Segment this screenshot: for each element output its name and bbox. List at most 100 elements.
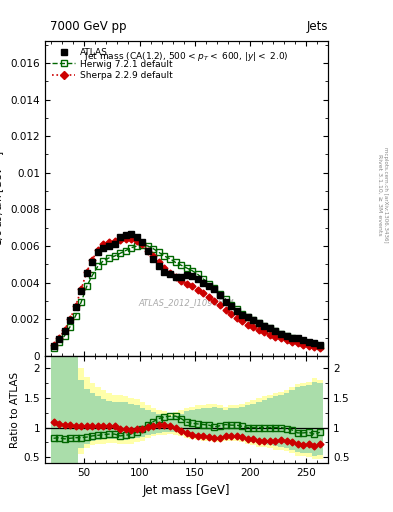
- Bar: [300, 383, 306, 456]
- Herwig 7.2.1 default: [156, 249, 161, 255]
- Bar: [134, 406, 140, 438]
- Herwig 7.2.1 default: [129, 245, 134, 251]
- ATLAS: [312, 340, 317, 346]
- Bar: [167, 413, 173, 434]
- Text: 7000 GeV pp: 7000 GeV pp: [50, 20, 127, 33]
- Sherpa 2.2.9 default: [123, 236, 128, 242]
- Sherpa 2.2.9 default: [129, 236, 134, 242]
- Herwig 7.2.1 default: [262, 323, 267, 329]
- Sherpa 2.2.9 default: [168, 269, 173, 275]
- Herwig 7.2.1 default: [290, 335, 294, 342]
- Herwig 7.2.1 default: [279, 331, 283, 337]
- Bar: [223, 407, 228, 441]
- ATLAS: [51, 343, 56, 349]
- Sherpa 2.2.9 default: [84, 269, 89, 275]
- Line: Sherpa 2.2.9 default: Sherpa 2.2.9 default: [51, 236, 322, 350]
- Sherpa 2.2.9 default: [156, 260, 161, 266]
- ATLAS: [140, 239, 145, 245]
- Bar: [51, 356, 56, 463]
- Sherpa 2.2.9 default: [57, 335, 61, 342]
- Sherpa 2.2.9 default: [134, 238, 139, 244]
- Sherpa 2.2.9 default: [190, 283, 195, 289]
- Herwig 7.2.1 default: [206, 281, 211, 287]
- Herwig 7.2.1 default: [179, 262, 184, 268]
- Bar: [84, 389, 90, 443]
- ATLAS: [57, 336, 61, 343]
- Bar: [62, 356, 67, 463]
- Sherpa 2.2.9 default: [290, 339, 294, 345]
- Herwig 7.2.1 default: [73, 312, 78, 318]
- Sherpa 2.2.9 default: [112, 239, 117, 245]
- Bar: [306, 381, 312, 457]
- Line: Herwig 7.2.1 default: Herwig 7.2.1 default: [51, 242, 323, 350]
- Text: ATLAS_2012_I1094564: ATLAS_2012_I1094564: [139, 298, 235, 307]
- Sherpa 2.2.9 default: [301, 342, 305, 348]
- Bar: [184, 408, 189, 438]
- Bar: [262, 396, 267, 447]
- Herwig 7.2.1 default: [134, 243, 139, 249]
- ATLAS: [212, 286, 217, 292]
- ATLAS: [68, 317, 73, 323]
- Bar: [56, 356, 62, 463]
- ATLAS: [123, 232, 128, 238]
- Text: mcplots.cern.ch [arXiv:1306.3436]: mcplots.cern.ch [arXiv:1306.3436]: [383, 147, 387, 242]
- Herwig 7.2.1 default: [312, 342, 317, 348]
- Bar: [317, 380, 323, 459]
- Bar: [95, 396, 101, 440]
- Bar: [245, 406, 250, 441]
- Bar: [206, 408, 212, 438]
- ATLAS: [284, 333, 289, 339]
- Herwig 7.2.1 default: [145, 243, 150, 249]
- Herwig 7.2.1 default: [123, 247, 128, 253]
- ATLAS: [162, 269, 167, 275]
- Herwig 7.2.1 default: [251, 317, 255, 323]
- Bar: [67, 356, 73, 463]
- Bar: [134, 399, 140, 442]
- Herwig 7.2.1 default: [51, 345, 56, 351]
- Herwig 7.2.1 default: [284, 333, 289, 339]
- ATLAS: [190, 273, 195, 279]
- Bar: [295, 384, 300, 456]
- ATLAS: [134, 234, 139, 240]
- Bar: [118, 402, 123, 440]
- Bar: [112, 402, 118, 439]
- Sherpa 2.2.9 default: [229, 311, 233, 317]
- Bar: [278, 395, 284, 446]
- Bar: [234, 408, 239, 438]
- ATLAS: [184, 272, 189, 279]
- ATLAS: [79, 288, 84, 294]
- Bar: [195, 409, 200, 437]
- Bar: [267, 398, 273, 445]
- Herwig 7.2.1 default: [212, 285, 217, 291]
- Herwig 7.2.1 default: [62, 333, 67, 339]
- ATLAS: [273, 328, 278, 334]
- Bar: [90, 383, 95, 445]
- ATLAS: [201, 280, 206, 286]
- Bar: [256, 398, 262, 446]
- Sherpa 2.2.9 default: [312, 344, 317, 350]
- Bar: [178, 410, 184, 436]
- Bar: [217, 405, 223, 442]
- Herwig 7.2.1 default: [257, 320, 261, 326]
- Bar: [306, 385, 312, 453]
- Bar: [200, 409, 206, 438]
- ATLAS: [245, 314, 250, 321]
- Sherpa 2.2.9 default: [223, 307, 228, 313]
- ATLAS: [73, 304, 78, 310]
- Herwig 7.2.1 default: [218, 290, 222, 296]
- Sherpa 2.2.9 default: [262, 329, 267, 335]
- Sherpa 2.2.9 default: [307, 343, 311, 349]
- ATLAS: [179, 274, 184, 280]
- Bar: [106, 401, 112, 439]
- Bar: [223, 410, 228, 438]
- ATLAS: [129, 231, 134, 237]
- ATLAS: [62, 328, 67, 334]
- Herwig 7.2.1 default: [162, 253, 167, 259]
- ATLAS: [251, 317, 255, 323]
- ATLAS: [156, 263, 161, 269]
- ATLAS: [307, 339, 311, 345]
- Sherpa 2.2.9 default: [218, 303, 222, 309]
- Bar: [129, 404, 134, 439]
- Sherpa 2.2.9 default: [173, 274, 178, 280]
- Bar: [250, 400, 256, 445]
